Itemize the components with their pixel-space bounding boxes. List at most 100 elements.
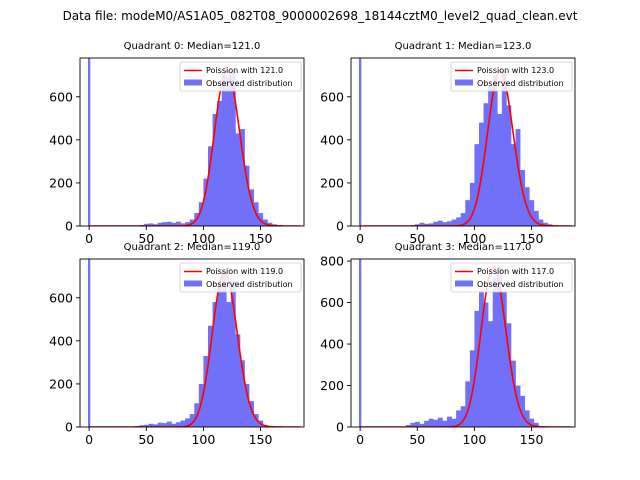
y-tick-label: 0	[336, 420, 344, 435]
legend-box	[450, 262, 573, 293]
histogram-bar	[148, 423, 154, 427]
histogram-bar	[456, 410, 462, 427]
histogram-bar	[230, 280, 236, 427]
histogram-bar	[153, 224, 159, 226]
histogram-bar	[226, 77, 232, 226]
legend: Poission with 123.0 Observed distribution	[450, 61, 573, 92]
panel-title: Quadrant 3: Median=117.0	[395, 242, 532, 253]
histogram-bar	[221, 271, 227, 427]
histogram-bar	[139, 425, 145, 427]
histogram-bar	[460, 213, 466, 226]
histogram-bar	[185, 418, 191, 427]
histogram-bar	[144, 223, 149, 226]
histogram-bar	[415, 224, 420, 226]
histogram-bar	[157, 222, 163, 226]
histogram-bar	[208, 146, 213, 226]
histogram-bar	[148, 223, 154, 226]
figure-suptitle: Data file: modeM0/AS1A05_082T08_90000026…	[63, 9, 578, 23]
histogram-bar	[479, 292, 484, 427]
y-tick-label: 200	[320, 378, 344, 393]
x-tick-label: 100	[462, 231, 486, 246]
histogram-bar	[262, 219, 268, 226]
histogram-bar	[451, 219, 457, 226]
x-tick-label: 0	[356, 432, 364, 447]
histogram-bar	[501, 70, 507, 226]
histogram-bar	[437, 220, 443, 226]
histogram-bar	[235, 133, 241, 226]
axes-frame	[79, 258, 305, 428]
legend-observed-swatch	[455, 79, 473, 86]
histogram-bar	[176, 221, 181, 226]
panel-title: Quadrant 1: Median=123.0	[395, 41, 532, 52]
histogram-bar	[469, 182, 475, 226]
y-tick-label: 0	[65, 219, 73, 234]
y-tick-label: 0	[65, 420, 73, 435]
histogram-bar	[176, 422, 181, 427]
x-tick-label: 50	[409, 432, 425, 447]
histogram-bar	[520, 170, 526, 226]
histogram-bar	[253, 414, 259, 427]
legend-observed-label: Observed distribution	[206, 280, 293, 289]
histogram-bar	[424, 223, 430, 226]
histogram-bar	[157, 422, 163, 427]
histogram-bar	[428, 223, 434, 226]
histogram-bar	[230, 70, 236, 226]
plot-content	[88, 259, 301, 427]
histogram-bar	[410, 422, 416, 427]
histogram-bar	[144, 424, 149, 427]
histogram-bar	[203, 355, 209, 427]
y-tick-label: 400	[320, 132, 344, 147]
histogram-bar	[235, 334, 241, 427]
histogram-bar	[162, 423, 168, 427]
x-tick-label: 0	[85, 231, 93, 246]
zero-bin-bar	[88, 58, 91, 226]
histogram-bar	[511, 360, 516, 427]
histogram-bar	[415, 421, 420, 427]
y-tick-label: 600	[320, 89, 344, 104]
x-tick-label: 50	[138, 231, 154, 246]
histogram-bar	[433, 419, 439, 427]
histogram-bar	[474, 144, 480, 226]
histogram-bar	[419, 423, 425, 427]
histogram-bar	[212, 302, 218, 427]
histogram-bar	[153, 424, 159, 427]
legend-poisson-label: Poission with 119.0	[206, 267, 283, 276]
histogram-bar	[419, 222, 425, 226]
legend-observed-label: Observed distribution	[477, 280, 564, 289]
histogram-bar	[180, 223, 186, 226]
histogram-bar	[465, 200, 471, 226]
histogram-bar	[442, 420, 448, 427]
legend-observed-label: Observed distribution	[206, 79, 293, 88]
y-tick-label: 600	[49, 89, 73, 104]
y-tick-label: 200	[320, 175, 344, 190]
histogram-bar	[180, 420, 186, 427]
legend-observed-label: Observed distribution	[477, 79, 564, 88]
plot-content	[88, 58, 301, 226]
histogram-bar	[524, 410, 530, 427]
histogram-bar	[529, 200, 535, 226]
histogram-bar	[533, 422, 539, 427]
histogram-bar	[488, 86, 494, 226]
axes-frame	[350, 258, 576, 428]
histogram-bar	[506, 323, 512, 427]
histogram-bar	[442, 222, 448, 226]
histogram-bar	[198, 202, 204, 226]
quadrant-1-panel: 0 50 100 150 0 200 400 600 Quadrant 1: Median=12…	[320, 41, 576, 246]
histogram-bar	[166, 221, 172, 226]
plot-content	[359, 58, 572, 226]
legend-observed-swatch	[455, 280, 473, 287]
poisson-curve	[360, 266, 572, 427]
histogram-bar	[529, 418, 535, 427]
poisson-curve	[89, 70, 301, 226]
histogram-bar	[166, 421, 172, 427]
x-tick-label: 150	[520, 432, 544, 447]
histogram-bar	[171, 423, 177, 427]
histogram-bar	[543, 222, 548, 226]
zero-bin-bar	[359, 58, 362, 226]
legend-poisson-label: Poission with 123.0	[477, 66, 554, 75]
legend-box	[450, 61, 573, 92]
poisson-curve	[360, 70, 572, 226]
legend: Poission with 119.0 Observed distribution	[179, 262, 302, 293]
histogram-bar	[240, 360, 245, 427]
quadrant-0-panel: 0 50 100 150 0 200 400 600 Quadrant 0: Median=12…	[49, 41, 305, 246]
